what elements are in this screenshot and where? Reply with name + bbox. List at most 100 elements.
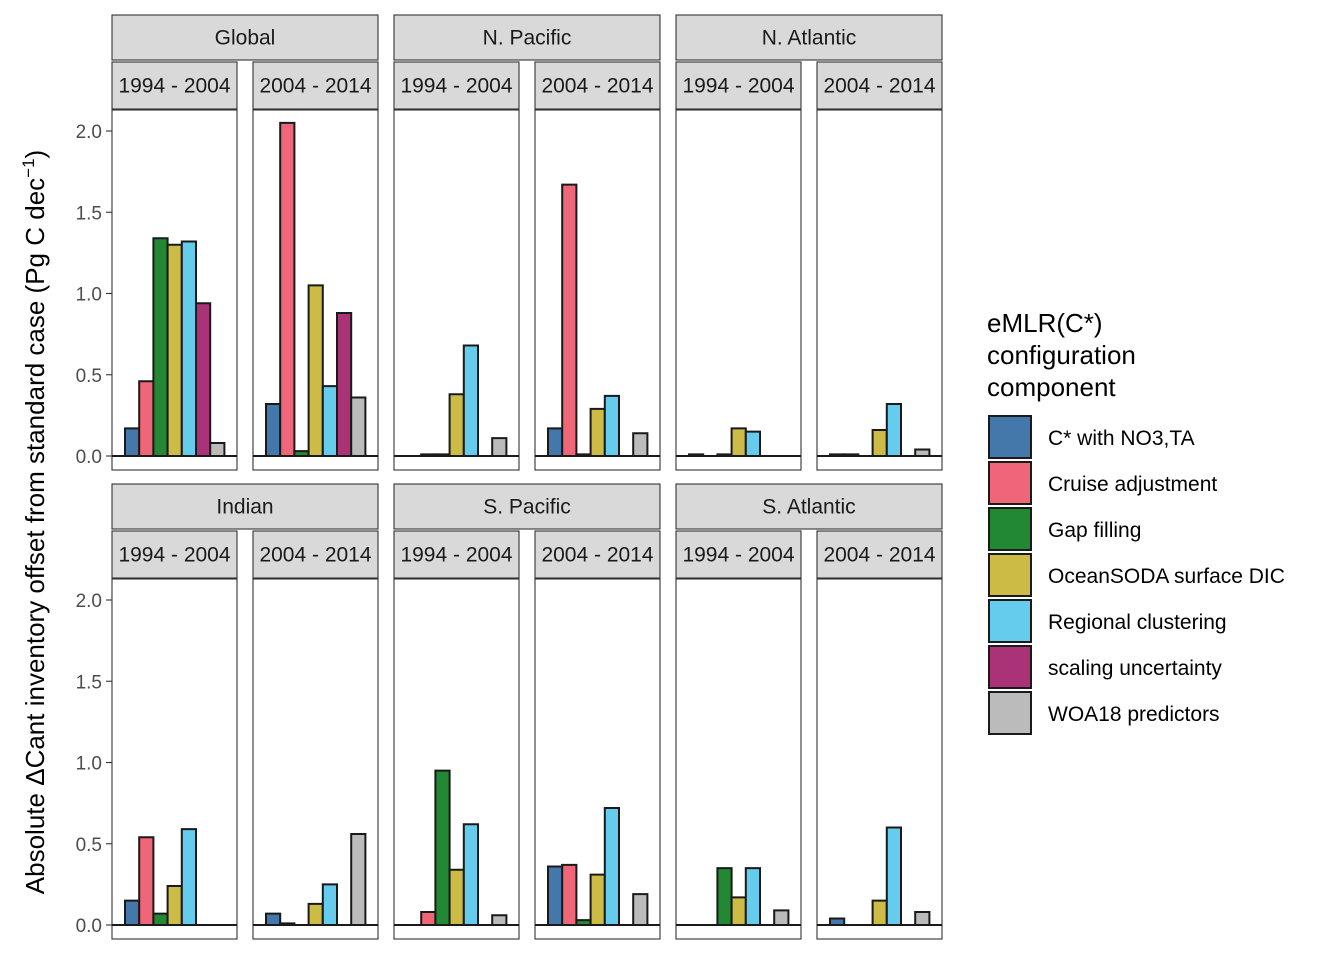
bar-s-pacific-1994-2004-gap-filling [434,769,451,927]
legend-key-cruise-adjustment [988,461,1032,505]
bar-n-pacific-2004-2014-oceansoda-surface-dic [589,407,606,458]
period-label-n-pacific-2004-2014: 2004 - 2014 [541,75,653,98]
y-tick-label: 0.0 [76,447,102,468]
legend-key-scaling-uncertainty [988,645,1032,689]
bar-global-2004-2014-oceansoda-surface-dic [307,284,324,458]
y-tick-label: 0.5 [76,835,102,856]
bar-s-atlantic-1994-2004-oceansoda-surface-dic [730,896,747,927]
bar-indian-1994-2004-oceansoda-surface-dic [166,885,183,926]
y-tick-label: 1.0 [76,285,102,306]
panel-n-atlantic-1994-2004 [675,109,802,471]
period-strip-global-2004-2014 [252,61,379,110]
bar-s-pacific-1994-2004-woa18-predictors [491,914,508,926]
period-label-indian-2004-2014: 2004 - 2014 [259,544,371,567]
bar-n-pacific-2004-2014-woa18-predictors [632,432,649,457]
period-label-n-atlantic-2004-2014: 2004 - 2014 [823,75,935,98]
period-strip-n-atlantic-2004-2014 [816,61,943,110]
bar-global-1994-2004-scaling-uncertainty [195,302,212,457]
bar-s-atlantic-2004-2014-regional-clustering [885,826,902,926]
legend-label-scaling-uncertainty: scaling uncertainty [1048,657,1222,680]
legend-item-regional-clustering: Regional clustering [988,599,1227,643]
bar-global-1994-2004-c-with-no3-ta [124,427,141,458]
y-tick-label: 1.5 [76,672,102,693]
bar-n-pacific-2004-2014-cruise-adjustment [561,183,578,458]
panel-n-atlantic-2004-2014 [816,109,943,471]
region-label-n-pacific: N. Pacific [483,27,572,50]
bar-global-2004-2014-cruise-adjustment [279,121,296,457]
strip-global [111,14,379,61]
bar-n-pacific-2004-2014-c-with-no3-ta [547,427,564,458]
y-tick-label: 0.0 [76,916,102,937]
facet-n-pacific: N. Pacific 1994 - 2004 2004 - 2014 [393,14,661,471]
legend-item-scaling-uncertainty: scaling uncertainty [988,645,1222,689]
legend-key-c-with-no3-ta [988,415,1032,459]
period-strip-s-atlantic-2004-2014 [816,530,943,579]
legend-key-oceansoda-surface-dic [988,553,1032,597]
bar-global-2004-2014-regional-clustering [321,385,338,458]
region-label-n-atlantic: N. Atlantic [762,27,857,50]
legend-title-line-1: eMLR(C*) [987,308,1103,338]
facet-s-pacific: S. Pacific 1994 - 2004 2004 - 2014 [393,483,661,940]
bar-indian-2004-2014-c-with-no3-ta [265,912,282,927]
legend: eMLR(C*) configuration component C* with… [987,308,1285,735]
bar-indian-1994-2004-c-with-no3-ta [124,899,141,927]
bar-n-pacific-1994-2004-regional-clustering [462,344,479,457]
legend-item-oceansoda-surface-dic: OceanSODA surface DIC [988,553,1285,597]
legend-label-regional-clustering: Regional clustering [1048,611,1227,634]
bar-indian-1994-2004-gap-filling [152,912,169,927]
period-label-global-2004-2014: 2004 - 2014 [259,75,371,98]
period-strip-indian-1994-2004 [111,530,238,579]
bar-s-pacific-2004-2014-woa18-predictors [632,893,649,927]
period-strip-s-pacific-1994-2004 [393,530,520,579]
bar-n-atlantic-1994-2004-oceansoda-surface-dic [730,427,747,458]
bar-s-atlantic-2004-2014-oceansoda-surface-dic [871,899,888,927]
region-label-indian: Indian [216,496,273,519]
y-tick-label: 1.5 [76,203,102,224]
bar-global-1994-2004-oceansoda-surface-dic [166,243,183,457]
period-label-indian-1994-2004: 1994 - 2004 [118,544,230,567]
period-label-s-pacific-2004-2014: 2004 - 2014 [541,544,653,567]
legend-label-oceansoda-surface-dic: OceanSODA surface DIC [1048,565,1285,588]
period-label-s-atlantic-1994-2004: 1994 - 2004 [682,544,794,567]
region-label-global: Global [215,27,276,50]
bar-global-2004-2014-scaling-uncertainty [336,312,353,457]
legend-title-line-3: component [987,372,1116,402]
panel-indian-1994-2004 [111,578,238,940]
strip-n-atlantic [675,14,943,61]
legend-item-woa18-predictors: WOA18 predictors [988,691,1220,735]
facet-s-atlantic: S. Atlantic 1994 - 2004 2004 - 2014 [675,483,943,940]
legend-label-c-with-no3-ta: C* with NO3,TA [1048,427,1195,450]
legend-item-c-with-no3-ta: C* with NO3,TA [988,415,1195,459]
strip-indian [111,483,379,530]
y-tick-label: 2.0 [76,591,102,612]
bar-global-1994-2004-cruise-adjustment [138,380,155,457]
bar-s-atlantic-1994-2004-woa18-predictors [773,909,790,927]
strip-s-pacific [393,483,661,530]
region-label-s-atlantic: S. Atlantic [762,496,855,519]
y-tick-label: 1.0 [76,754,102,775]
period-strip-s-pacific-2004-2014 [534,530,661,579]
bar-global-1994-2004-gap-filling [152,237,169,457]
legend-title-line-2: configuration [987,340,1136,370]
bar-s-pacific-2004-2014-c-with-no3-ta [547,865,564,926]
period-label-s-pacific-1994-2004: 1994 - 2004 [400,544,512,567]
facet-global: Global 1994 - 2004 2004 - 2014 0.0 0.5 1.0 1.5… [76,14,379,471]
bar-indian-2004-2014-woa18-predictors [350,833,367,926]
y-axis-title: Absolute ΔCant inventory offset from sta… [19,150,50,894]
legend-key-gap-filling [988,507,1032,551]
bar-s-pacific-2004-2014-regional-clustering [603,807,620,926]
period-strip-s-atlantic-1994-2004 [675,530,802,579]
legend-item-gap-filling: Gap filling [988,507,1141,551]
legend-item-cruise-adjustment: Cruise adjustment [988,461,1217,505]
period-label-n-pacific-1994-2004: 1994 - 2004 [400,75,512,98]
legend-key-regional-clustering [988,599,1032,643]
bar-global-1994-2004-regional-clustering [180,240,198,457]
bar-s-pacific-1994-2004-cruise-adjustment [420,911,437,926]
bar-n-atlantic-1994-2004-regional-clustering [744,430,761,458]
legend-label-cruise-adjustment: Cruise adjustment [1048,473,1217,496]
bar-s-pacific-2004-2014-oceansoda-surface-dic [589,873,606,927]
strip-s-atlantic [675,483,943,530]
bar-s-atlantic-1994-2004-regional-clustering [744,867,761,927]
legend-key-woa18-predictors [988,691,1032,735]
bar-n-pacific-2004-2014-regional-clustering [603,394,620,458]
